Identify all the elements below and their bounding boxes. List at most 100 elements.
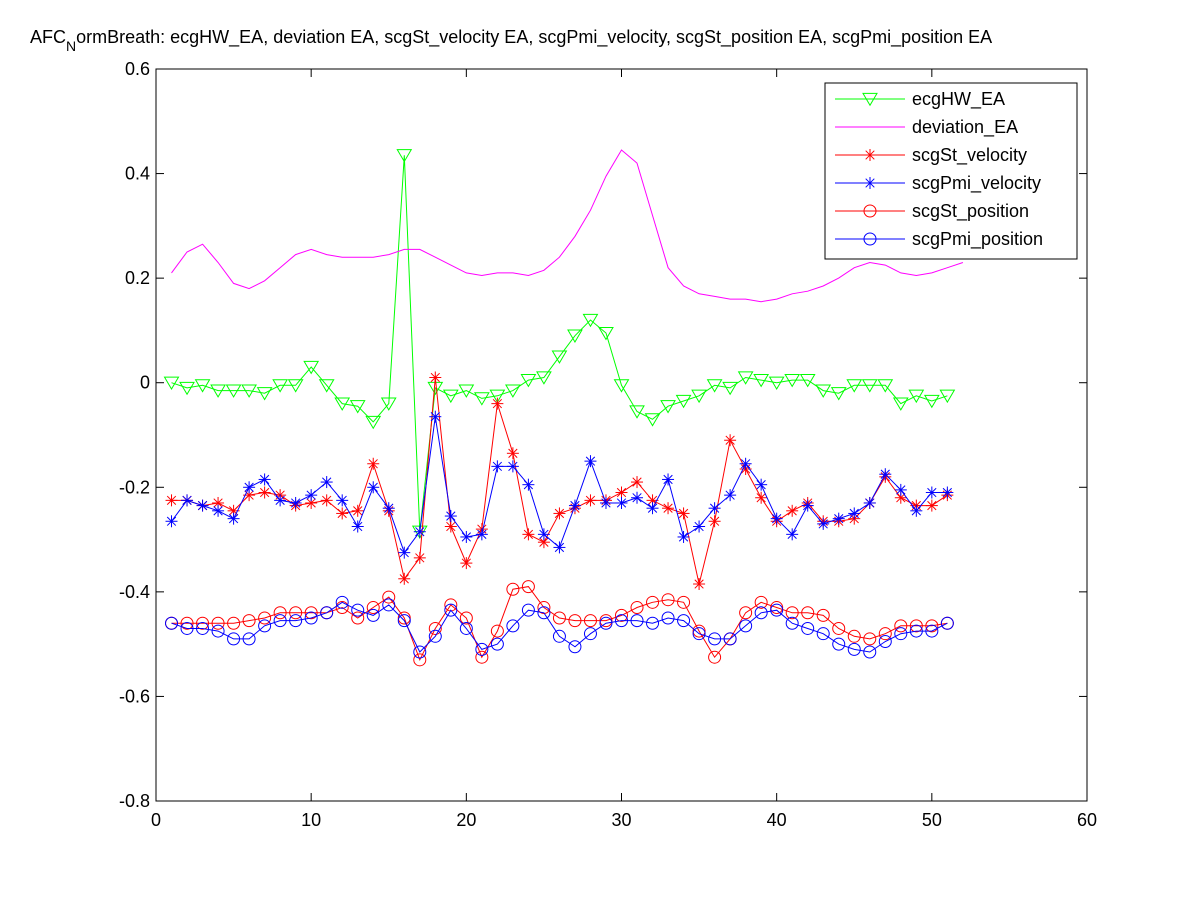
data-point-ecgHW_EA xyxy=(334,397,351,411)
data-point-scgPmi_velocity xyxy=(289,496,302,509)
legend-label: deviation_EA xyxy=(912,117,1018,138)
data-point-scgPmi_velocity xyxy=(475,528,488,541)
data-point-scgPmi_position xyxy=(630,614,644,628)
data-point-scgSt_position xyxy=(490,624,504,638)
series-ecgHW_EA xyxy=(163,149,956,540)
data-point-ecgHW_EA xyxy=(489,389,506,404)
data-point-ecgHW_EA xyxy=(815,384,832,398)
data-point-scgSt_velocity xyxy=(724,434,737,447)
data-point-scgSt_position xyxy=(521,580,535,594)
data-point-ecgHW_EA xyxy=(629,405,645,419)
data-point-ecgHW_EA xyxy=(287,379,304,393)
data-point-scgPmi_position xyxy=(770,603,784,617)
data-point-scgSt_velocity xyxy=(506,447,519,460)
data-point-ecgHW_EA xyxy=(380,397,397,411)
legend-label: scgSt_position xyxy=(912,201,1029,222)
series-line-scgSt_position xyxy=(171,586,948,662)
data-point-ecgHW_EA xyxy=(613,379,630,393)
data-point-ecgHW_EA xyxy=(892,397,909,411)
data-point-scgPmi_velocity xyxy=(537,528,550,541)
legend-item: scgSt_velocity xyxy=(835,145,1027,166)
data-point-ecgHW_EA xyxy=(939,389,956,404)
data-point-scgSt_position xyxy=(646,595,660,609)
data-point-scgPmi_position xyxy=(413,645,427,659)
data-point-scgSt_position xyxy=(630,601,644,615)
x-tick-label: 20 xyxy=(456,810,476,830)
data-point-scgSt_velocity xyxy=(413,551,426,564)
data-point-scgSt_velocity xyxy=(786,504,799,517)
data-point-scgPmi_position xyxy=(382,598,396,612)
y-tick-label: -0.6 xyxy=(119,686,150,706)
data-point-scgPmi_position xyxy=(196,621,210,635)
data-point-ecgHW_EA xyxy=(784,374,801,388)
data-point-scgPmi_velocity xyxy=(584,455,597,468)
data-point-scgPmi_velocity xyxy=(693,520,706,533)
data-point-scgPmi_velocity xyxy=(724,489,737,502)
data-point-scgPmi_position xyxy=(475,642,489,656)
legend-item: scgPmi_velocity xyxy=(835,173,1041,194)
data-point-ecgHW_EA xyxy=(194,379,211,393)
data-point-scgSt_position xyxy=(196,616,210,630)
legend-marker xyxy=(863,232,877,246)
legend-item: deviation_EA xyxy=(835,117,1018,138)
data-point-ecgHW_EA xyxy=(660,400,676,414)
series-group xyxy=(163,149,964,667)
data-point-scgPmi_position xyxy=(521,603,535,617)
data-point-scgSt_velocity xyxy=(708,515,721,528)
data-point-scgPmi_position xyxy=(366,608,380,622)
data-point-scgSt_position xyxy=(816,608,830,622)
data-point-ecgHW_EA xyxy=(303,360,320,375)
data-point-ecgHW_EA xyxy=(349,400,366,414)
series-scgSt_position xyxy=(165,580,954,667)
data-point-scgSt_position xyxy=(692,624,706,638)
svg-text:AFCNormBreath: ecgHW_EA, devia: AFCNormBreath: ecgHW_EA, deviation EA, s… xyxy=(30,27,992,54)
data-point-scgPmi_position xyxy=(444,603,458,617)
data-point-scgSt_position xyxy=(770,601,784,615)
data-point-scgPmi_position xyxy=(537,606,551,620)
data-point-scgSt_position xyxy=(289,606,303,620)
legend-item: ecgHW_EA xyxy=(835,89,1005,110)
data-point-scgPmi_position xyxy=(692,627,706,641)
data-point-scgPmi_position xyxy=(785,616,799,630)
series-scgPmi_position xyxy=(165,595,954,659)
data-point-ecgHW_EA xyxy=(722,381,738,396)
legend-marker xyxy=(862,92,878,107)
data-point-scgSt_velocity xyxy=(925,499,938,512)
legend-item: scgSt_position xyxy=(835,201,1029,222)
data-point-scgPmi_velocity xyxy=(165,515,178,528)
data-point-ecgHW_EA xyxy=(520,374,537,388)
chart-title: AFCNormBreath: ecgHW_EA, deviation EA, s… xyxy=(30,27,992,54)
data-point-scgSt_position xyxy=(258,611,272,625)
legend-marker xyxy=(864,149,876,161)
data-point-ecgHW_EA xyxy=(567,329,583,343)
data-point-scgSt_position xyxy=(599,614,613,628)
data-point-scgSt_velocity xyxy=(429,371,442,384)
data-point-scgSt_position xyxy=(661,593,675,607)
data-point-ecgHW_EA xyxy=(442,389,459,404)
data-point-scgSt_velocity xyxy=(677,507,690,520)
data-point-ecgHW_EA xyxy=(536,371,552,385)
series-scgPmi_velocity xyxy=(165,410,954,559)
data-point-scgSt_velocity xyxy=(615,486,628,499)
data-point-scgPmi_velocity xyxy=(506,460,519,473)
data-point-scgPmi_velocity xyxy=(925,486,938,499)
data-point-scgSt_position xyxy=(552,611,566,625)
data-point-ecgHW_EA xyxy=(551,350,568,364)
data-point-ecgHW_EA xyxy=(210,384,226,398)
data-point-scgPmi_velocity xyxy=(615,496,628,509)
data-point-ecgHW_EA xyxy=(861,379,878,393)
data-point-scgPmi_position xyxy=(615,614,628,628)
data-point-scgPmi_position xyxy=(289,614,303,628)
data-point-scgPmi_velocity xyxy=(894,483,907,496)
data-point-ecgHW_EA xyxy=(598,326,614,341)
legend-label: ecgHW_EA xyxy=(912,89,1005,110)
data-point-scgPmi_velocity xyxy=(429,410,442,423)
data-point-scgPmi_velocity xyxy=(382,502,395,515)
x-tick-label: 0 xyxy=(151,810,161,830)
data-point-ecgHW_EA xyxy=(768,376,785,391)
legend-marker xyxy=(864,177,876,189)
data-point-scgPmi_velocity xyxy=(444,510,457,523)
data-point-scgPmi_velocity xyxy=(553,541,566,554)
data-point-ecgHW_EA xyxy=(799,374,816,388)
